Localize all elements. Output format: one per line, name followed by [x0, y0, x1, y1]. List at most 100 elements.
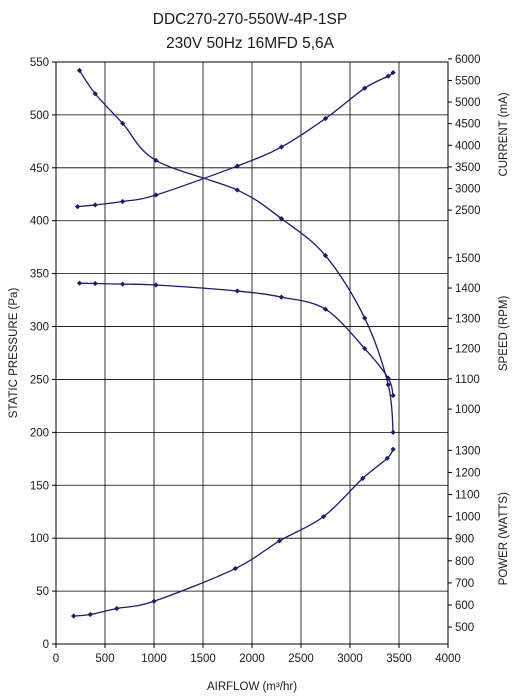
right-tick-label: 600 [455, 600, 474, 612]
y-tick-label: 200 [30, 427, 49, 439]
right-tick-label: 1200 [455, 344, 481, 356]
data-point [385, 73, 391, 79]
data-point [151, 598, 157, 604]
y-tick-label: 0 [43, 639, 49, 651]
chart-subtitle: 230V 50Hz 16MFD 5,6A [166, 35, 335, 52]
data-point [76, 67, 83, 74]
data-point [390, 70, 396, 76]
y-tick-label: 500 [30, 110, 49, 122]
data-point [76, 280, 83, 286]
series-line-3 [79, 282, 394, 396]
y-tick-label: 150 [30, 480, 49, 492]
right-axes-ticks: 2500 3000 3500 4000 4500 5000 5500 6000 1000 1100… [448, 54, 481, 634]
right-tick-label: 4500 [455, 119, 481, 131]
chart-title: DDC270-270-550W-4P-1SP [153, 11, 347, 28]
right-tick-label: 1300 [455, 445, 481, 457]
x-axis-ticks: 0 500 1000 1500 2000 2500 3000 3500 4000 [53, 644, 461, 665]
data-point [360, 475, 366, 482]
right-tick-label: 3000 [455, 184, 481, 196]
data-point [390, 392, 396, 399]
data-point [390, 446, 396, 452]
y-tick-label: 550 [30, 57, 49, 69]
y-tick-label: 350 [30, 269, 49, 281]
data-point [320, 514, 327, 520]
data-point [278, 294, 284, 300]
y-tick-label: 100 [30, 533, 49, 545]
right-tick-label: 6000 [455, 54, 481, 66]
right-tick-label: 4000 [455, 140, 481, 152]
y-axis-label: STATIC PRESSURE (Pa) [8, 288, 20, 419]
x-tick-label: 3500 [386, 653, 412, 665]
y-tick-label: 450 [30, 163, 49, 175]
data-point [362, 345, 368, 352]
data-point [120, 120, 126, 126]
right-tick-label: 5500 [455, 75, 481, 87]
series-line-2 [77, 72, 394, 208]
data-point [234, 163, 240, 169]
x-tick-label: 2500 [288, 653, 314, 665]
right-tick-label: 1300 [455, 313, 481, 325]
data-point [385, 375, 391, 381]
data-point [234, 288, 240, 294]
x-tick-label: 2000 [239, 653, 265, 665]
data-point [390, 429, 396, 435]
right-tick-label: 1000 [455, 404, 481, 416]
x-tick-label: 1500 [190, 653, 216, 665]
data-point [322, 115, 329, 122]
right-tick-label: 1500 [455, 253, 481, 265]
right-tick-label: 900 [455, 534, 474, 546]
data-point [71, 613, 77, 619]
data-point [153, 192, 159, 198]
data-point [153, 282, 159, 288]
right-tick-label: 1100 [455, 374, 480, 386]
data-point [276, 538, 283, 544]
x-tick-label: 500 [95, 653, 114, 665]
data-point [362, 85, 368, 91]
y-tick-label: 300 [30, 322, 49, 334]
grid [56, 62, 448, 644]
series-line-1 [78, 70, 394, 433]
y-tick-label: 50 [36, 586, 49, 598]
right-tick-label: 500 [455, 622, 474, 634]
data-point [74, 204, 81, 210]
series-line-4 [73, 448, 394, 617]
y-tick-label: 400 [30, 216, 49, 228]
data-point [384, 455, 390, 461]
right-tick-label: 1400 [455, 283, 481, 295]
data-point [153, 157, 159, 164]
x-tick-label: 1000 [141, 653, 167, 665]
data-point [120, 198, 126, 205]
data-point [322, 306, 329, 312]
right-tick-label: 5000 [455, 97, 481, 109]
right-tick-label: 1000 [455, 512, 481, 524]
series-group [71, 67, 396, 619]
right-axis-label: SPEED (RPM) [498, 296, 510, 372]
data-point [278, 216, 284, 222]
right-tick-label: 2500 [455, 205, 481, 217]
data-point [92, 91, 98, 97]
y-axis-ticks: 0 50 100 150 200 250 300 350 400 450 500 550 [30, 57, 56, 651]
right-tick-label: 1200 [455, 467, 481, 479]
data-point [92, 280, 98, 287]
data-point [234, 187, 240, 193]
y-tick-label: 250 [30, 374, 49, 386]
right-axis-label: CURRENT (mA) [498, 92, 510, 176]
right-tick-label: 3500 [455, 162, 481, 174]
x-axis-label: AIRFLOW (m³/hr) [207, 681, 297, 693]
right-axes-labels: CURRENT (mA) SPEED (RPM) POWER (WATTS) [498, 92, 510, 585]
x-tick-label: 4000 [435, 653, 461, 665]
right-axis-label: POWER (WATTS) [498, 492, 510, 585]
right-tick-label: 1100 [455, 490, 480, 502]
right-tick-label: 700 [455, 578, 474, 590]
x-tick-label: 3000 [337, 653, 363, 665]
data-point [278, 144, 284, 150]
x-tick-label: 0 [53, 653, 59, 665]
data-point [385, 382, 391, 388]
data-point [92, 202, 98, 208]
data-point [114, 605, 120, 612]
data-point [322, 253, 329, 259]
right-tick-label: 800 [455, 556, 474, 568]
data-point [87, 611, 93, 618]
data-point [362, 315, 368, 321]
